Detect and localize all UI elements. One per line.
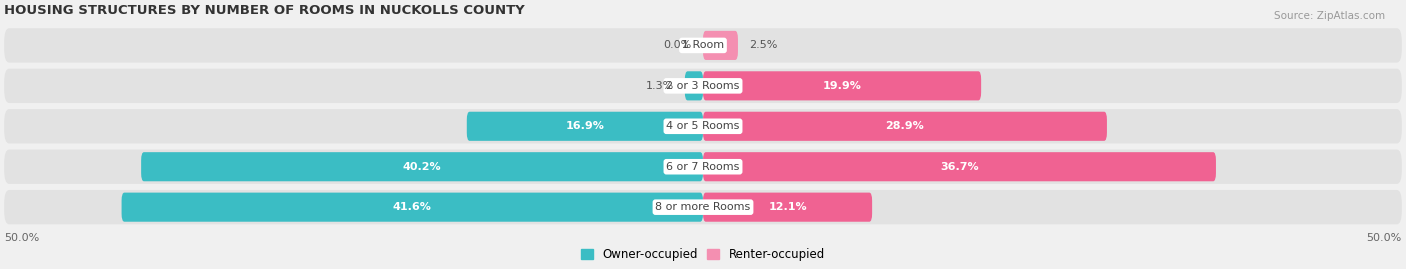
FancyBboxPatch shape	[703, 71, 981, 100]
Text: 40.2%: 40.2%	[402, 162, 441, 172]
Text: 28.9%: 28.9%	[886, 121, 924, 131]
Text: 2.5%: 2.5%	[749, 40, 778, 50]
FancyBboxPatch shape	[4, 190, 1402, 224]
FancyBboxPatch shape	[703, 152, 1216, 181]
FancyBboxPatch shape	[121, 193, 703, 222]
Text: 4 or 5 Rooms: 4 or 5 Rooms	[666, 121, 740, 131]
FancyBboxPatch shape	[703, 193, 872, 222]
Text: 50.0%: 50.0%	[1367, 233, 1402, 243]
Text: 8 or more Rooms: 8 or more Rooms	[655, 202, 751, 212]
FancyBboxPatch shape	[141, 152, 703, 181]
Text: 1 Room: 1 Room	[682, 40, 724, 50]
Text: 12.1%: 12.1%	[768, 202, 807, 212]
FancyBboxPatch shape	[703, 112, 1107, 141]
Text: Source: ZipAtlas.com: Source: ZipAtlas.com	[1274, 11, 1385, 21]
Text: 16.9%: 16.9%	[565, 121, 605, 131]
Text: 0.0%: 0.0%	[664, 40, 692, 50]
Text: 1.3%: 1.3%	[645, 81, 673, 91]
FancyBboxPatch shape	[703, 31, 738, 60]
Text: 36.7%: 36.7%	[941, 162, 979, 172]
FancyBboxPatch shape	[4, 69, 1402, 103]
Text: HOUSING STRUCTURES BY NUMBER OF ROOMS IN NUCKOLLS COUNTY: HOUSING STRUCTURES BY NUMBER OF ROOMS IN…	[4, 4, 524, 17]
Text: 19.9%: 19.9%	[823, 81, 862, 91]
FancyBboxPatch shape	[685, 71, 703, 100]
FancyBboxPatch shape	[4, 150, 1402, 184]
Text: 6 or 7 Rooms: 6 or 7 Rooms	[666, 162, 740, 172]
Legend: Owner-occupied, Renter-occupied: Owner-occupied, Renter-occupied	[576, 244, 830, 266]
Text: 50.0%: 50.0%	[4, 233, 39, 243]
Text: 2 or 3 Rooms: 2 or 3 Rooms	[666, 81, 740, 91]
Text: 41.6%: 41.6%	[392, 202, 432, 212]
FancyBboxPatch shape	[4, 28, 1402, 63]
FancyBboxPatch shape	[467, 112, 703, 141]
FancyBboxPatch shape	[4, 109, 1402, 143]
